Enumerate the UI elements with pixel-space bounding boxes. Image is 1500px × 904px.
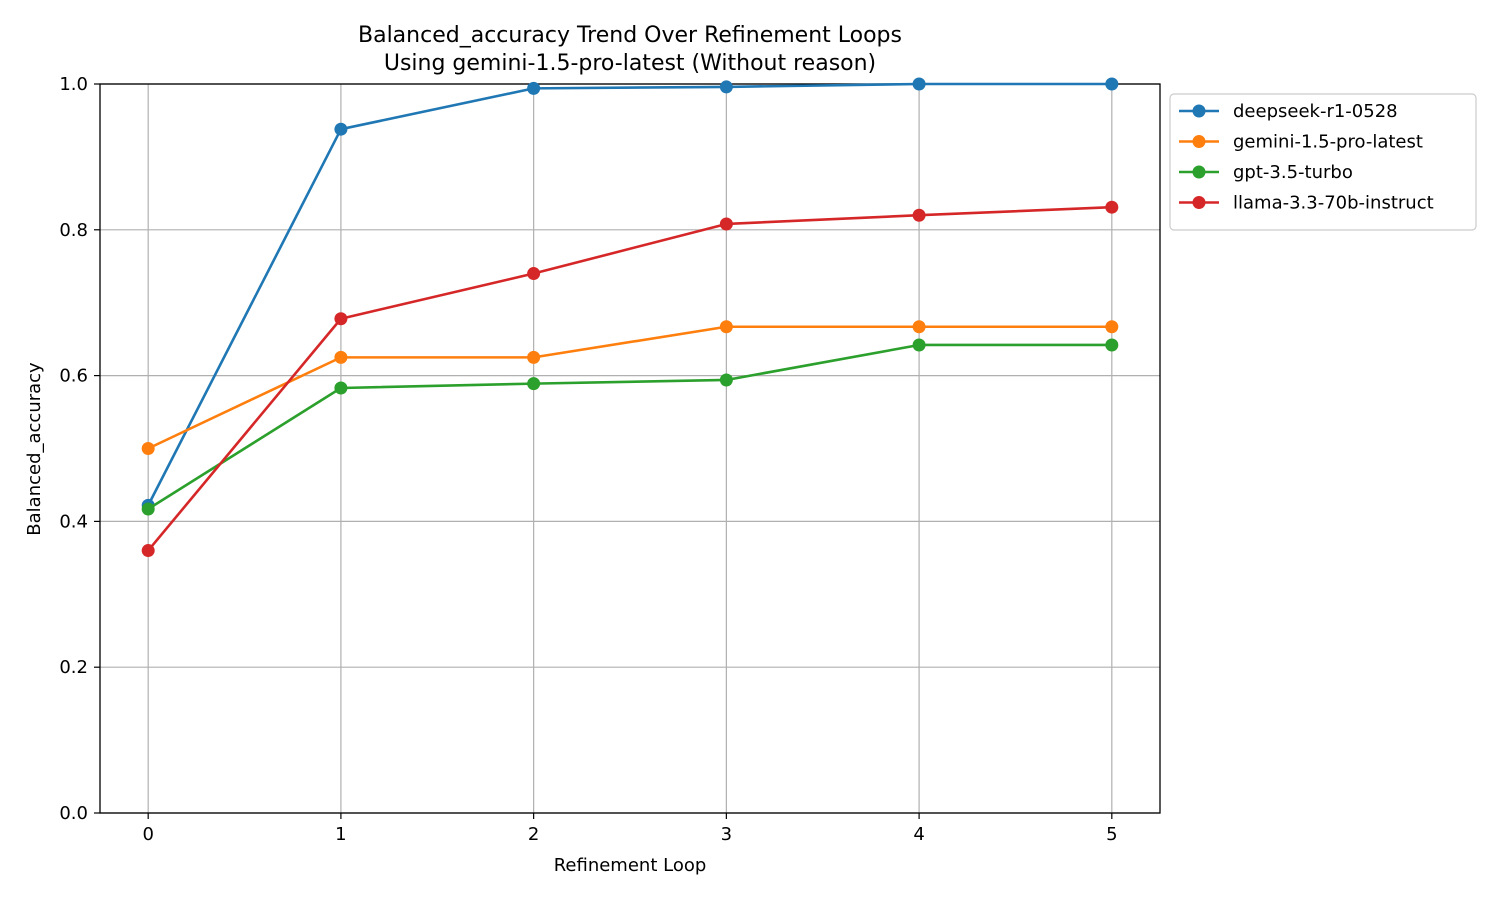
data-point <box>527 377 541 391</box>
series-llama-3-3-70b-instruct <box>141 200 1119 558</box>
series-line <box>147 325 1112 450</box>
legend-item: gpt-3.5-turbo <box>1179 162 1353 183</box>
x-tick-label: 5 <box>1106 824 1117 845</box>
data-point <box>527 350 541 364</box>
legend-label: gpt-3.5-turbo <box>1233 162 1353 183</box>
series-line <box>147 343 1112 511</box>
y-tick-label: 0.6 <box>59 366 88 387</box>
x-tick-label: 1 <box>335 824 346 845</box>
data-point <box>912 338 926 352</box>
series-gemini-1-5-pro-latest <box>141 320 1119 455</box>
data-point <box>1105 320 1119 334</box>
chart-title: Balanced_accuracy Trend Over Refinement … <box>358 23 902 48</box>
chart-subtitle: Using gemini-1.5-pro-latest (Without rea… <box>384 51 876 76</box>
y-tick-label: 0.8 <box>59 220 88 241</box>
y-tick-label: 0.0 <box>59 803 88 824</box>
axes: 0 1 2 3 4 5 0.0 0.2 0.4 0.6 0.8 1.0 <box>59 74 1161 845</box>
legend-marker <box>1192 165 1206 179</box>
x-tick-label: 0 <box>142 824 153 845</box>
data-point <box>1105 338 1119 352</box>
data-point <box>719 217 733 231</box>
data-point <box>334 350 348 364</box>
legend-marker <box>1192 135 1206 148</box>
series-line <box>147 205 1112 552</box>
data-point <box>912 77 926 91</box>
x-tick-label: 4 <box>913 824 924 845</box>
legend-label: llama-3.3-70b-instruct <box>1233 193 1434 214</box>
data-point <box>334 312 348 326</box>
legend-label: gemini-1.5-pro-latest <box>1233 132 1423 153</box>
series-deepseek-r1-0528 <box>141 77 1119 512</box>
data-point <box>719 320 733 334</box>
data-point <box>334 122 348 136</box>
data-point <box>141 442 155 455</box>
x-axis-label: Refinement Loop <box>554 855 707 876</box>
data-point <box>912 320 926 334</box>
data-point <box>1105 200 1119 214</box>
data-point <box>527 267 541 281</box>
y-tick-label: 0.4 <box>59 511 88 532</box>
legend-marker <box>1192 104 1206 118</box>
legend-label: deepseek-r1-0528 <box>1233 101 1398 122</box>
plot-frame <box>99 83 1161 814</box>
data-point <box>719 80 733 94</box>
grid-lines <box>100 83 1160 814</box>
legend-item: llama-3.3-70b-instruct <box>1179 193 1434 214</box>
series-layer <box>141 77 1119 558</box>
legend: deepseek-r1-0528 gemini-1.5-pro-latest gpt… <box>1169 93 1477 231</box>
legend-item: gemini-1.5-pro-latest <box>1179 132 1423 153</box>
y-tick-label: 1.0 <box>59 74 88 95</box>
y-tick-label: 0.2 <box>59 657 88 678</box>
x-tick-label: 2 <box>528 824 539 845</box>
legend-item: deepseek-r1-0528 <box>1179 101 1398 122</box>
data-point <box>1105 77 1119 91</box>
data-point <box>334 381 348 395</box>
legend-box <box>1169 93 1477 231</box>
series-line <box>147 82 1112 506</box>
series-gpt-3-5-turbo <box>141 338 1119 516</box>
y-axis-label: Balanced_accuracy <box>24 362 45 536</box>
data-point <box>719 373 733 387</box>
data-point <box>912 208 926 222</box>
x-tick-label: 3 <box>721 824 732 845</box>
data-point <box>141 544 155 558</box>
data-point <box>527 81 541 95</box>
legend-marker <box>1192 196 1206 209</box>
data-point <box>141 502 155 516</box>
